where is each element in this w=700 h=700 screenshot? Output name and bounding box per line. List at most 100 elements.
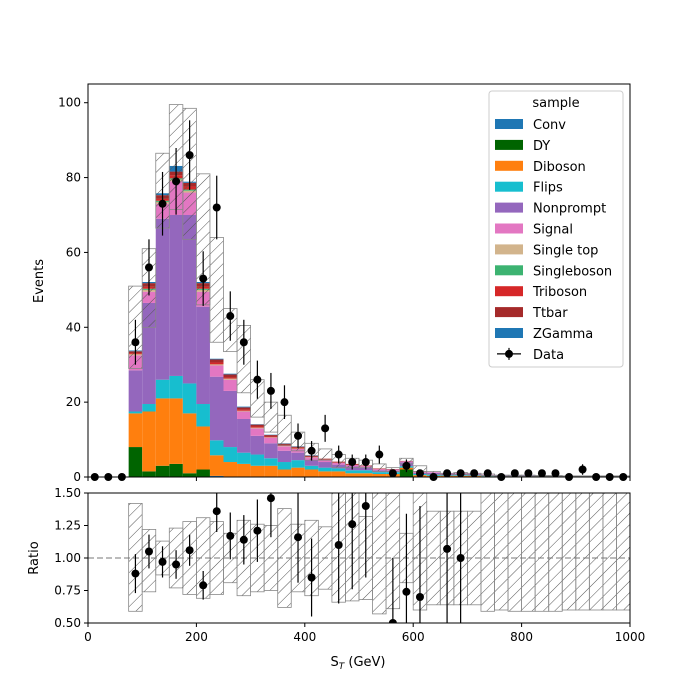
bar-flips — [277, 462, 292, 470]
ratio-point — [361, 502, 370, 510]
legend-entry: Diboson — [533, 160, 586, 175]
legend-swatch — [495, 307, 523, 318]
legend-entry: Single top — [533, 243, 598, 258]
data-point — [280, 398, 289, 407]
bar-flips — [331, 468, 346, 472]
ratio-point — [239, 535, 248, 544]
data-point — [388, 469, 397, 478]
legend-entry: Conv — [533, 118, 566, 133]
x-tick-label: 400 — [293, 630, 316, 644]
legend-swatch — [495, 286, 523, 297]
data-point — [402, 461, 411, 470]
legend-entry: Ttbar — [532, 306, 568, 321]
bar-nonprompt — [291, 452, 305, 461]
bar-flips — [304, 465, 319, 470]
ratio-point — [185, 546, 194, 555]
main-frame — [87, 83, 631, 478]
main-panel: 0 20 40 60 80 100 sample Conv DY Diboson Flips Nonp… — [58, 83, 631, 484]
x-tick-label: 200 — [185, 630, 208, 644]
x-tick-label: 600 — [402, 630, 425, 644]
bar-flips — [209, 440, 224, 456]
legend-entry: Singleboson — [533, 264, 612, 279]
data-point — [131, 338, 140, 347]
ratio-uncertainty-band — [561, 493, 577, 611]
bar-diboson — [223, 462, 238, 477]
bar-flips — [128, 411, 143, 414]
legend-swatch — [495, 119, 523, 129]
bar-signal — [277, 446, 292, 451]
bar-single-top — [223, 378, 238, 380]
uncertainty-band — [209, 237, 224, 343]
bar-signal — [264, 437, 278, 444]
ratio-point — [334, 541, 343, 549]
data-point — [470, 469, 479, 478]
bar-flips — [182, 383, 197, 414]
ratio-point — [226, 531, 235, 540]
legend-entry: ZGamma — [533, 327, 593, 342]
bar-triboson — [237, 409, 251, 411]
bar-nonprompt — [223, 390, 238, 448]
data-point — [158, 199, 167, 208]
legend-entry: Nonprompt — [533, 202, 606, 217]
data-point — [375, 450, 384, 459]
legend-entry: Flips — [533, 181, 563, 196]
bar-diboson — [345, 473, 359, 477]
bar-nonprompt — [264, 443, 278, 459]
ratio-point — [158, 557, 167, 566]
bar-dy — [128, 447, 143, 477]
bar-signal — [250, 428, 265, 436]
data-point — [294, 431, 303, 440]
legend-title: sample — [532, 96, 579, 111]
legend-swatch — [495, 265, 523, 276]
legend-entry: Data — [533, 348, 564, 363]
bar-nonprompt — [142, 302, 156, 405]
ratio-panel: 0.50 0.75 1.00 1.25 1.50 0 200 400 600 800 1000 — [54, 486, 645, 644]
data-point — [415, 469, 424, 478]
bar-nonprompt — [128, 370, 143, 412]
data-point — [361, 458, 370, 467]
ratio-y-tick-label: 0.75 — [54, 584, 81, 598]
bar-diboson — [250, 465, 265, 477]
x-axis-label: ST (GeV) — [330, 655, 385, 672]
data-point — [456, 469, 465, 478]
bar-flips — [196, 404, 210, 427]
bar-diboson — [331, 471, 346, 477]
bar-flips — [169, 375, 183, 399]
ratio-point — [307, 573, 316, 582]
bar-nonprompt — [196, 306, 210, 405]
ratio-point — [456, 554, 465, 562]
y-tick-label: 0 — [73, 470, 81, 484]
bar-nonprompt — [277, 450, 292, 463]
ratio-uncertainty-band — [480, 493, 495, 612]
ratio-point — [144, 547, 153, 556]
bar-signal — [318, 460, 332, 463]
ratio-uncertainty-band — [548, 493, 563, 612]
bar-diboson — [304, 469, 319, 477]
bar-nonprompt — [318, 462, 332, 468]
data-point — [524, 469, 533, 478]
data-point — [443, 469, 452, 478]
bar-dy — [182, 473, 197, 477]
data-point — [483, 469, 492, 478]
bar-nonprompt — [250, 435, 265, 455]
ratio-uncertainty-band — [575, 493, 590, 611]
bar-zgamma — [209, 358, 224, 360]
uncertainty-band — [317, 448, 333, 461]
bar-triboson — [264, 436, 278, 438]
data-point — [321, 424, 330, 433]
ratio-y-tick-label: 1.25 — [54, 519, 81, 533]
ratio-point — [199, 581, 208, 590]
bar-flips — [359, 470, 373, 474]
bar-triboson — [250, 426, 265, 428]
data-point — [334, 450, 343, 459]
bar-diboson — [142, 411, 156, 472]
ratio-ylabel: Ratio — [27, 541, 42, 574]
y-tick-label: 80 — [66, 171, 81, 185]
bar-diboson — [196, 426, 210, 470]
ratio-uncertainty-band — [494, 493, 509, 611]
data-point — [348, 458, 357, 467]
bar-ttbar — [264, 435, 278, 437]
bar-nonprompt — [304, 460, 319, 466]
bar-dy — [196, 469, 210, 477]
